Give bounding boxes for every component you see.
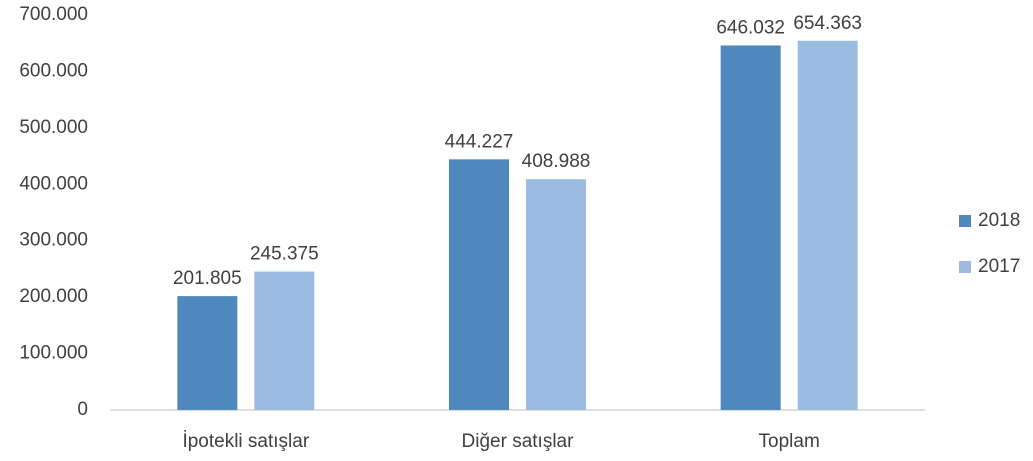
- x-tick-label: Diğer satışlar: [462, 431, 575, 452]
- bar: [526, 179, 586, 410]
- legend-swatch: [959, 261, 971, 273]
- bar: [254, 271, 315, 410]
- legend-label: 2017: [978, 256, 1020, 277]
- x-tick-label: İpotekli satışlar: [182, 431, 309, 452]
- data-label: 245.375: [250, 244, 319, 265]
- legend-swatch: [959, 215, 971, 227]
- x-tick-label: Toplam: [759, 431, 820, 452]
- data-label: 654.363: [793, 13, 862, 34]
- y-tick-label: 700.000: [19, 4, 88, 25]
- y-tick-label: 100.000: [19, 343, 88, 364]
- data-label: 646.032: [716, 17, 785, 38]
- y-tick-label: 200.000: [19, 286, 88, 307]
- y-tick-label: 400.000: [19, 173, 88, 194]
- y-tick-label: 300.000: [19, 230, 88, 251]
- y-tick-label: 500.000: [19, 117, 88, 138]
- legend-label: 2018: [978, 210, 1020, 231]
- bar: [797, 40, 858, 410]
- bar: [177, 296, 238, 410]
- bar: [720, 45, 781, 411]
- y-tick-label: 600.000: [19, 60, 88, 81]
- data-label: 444.227: [445, 131, 514, 152]
- data-label: 408.988: [522, 151, 591, 172]
- bar: [449, 159, 509, 410]
- data-label: 201.805: [173, 268, 242, 289]
- y-tick-label: 0: [77, 399, 88, 420]
